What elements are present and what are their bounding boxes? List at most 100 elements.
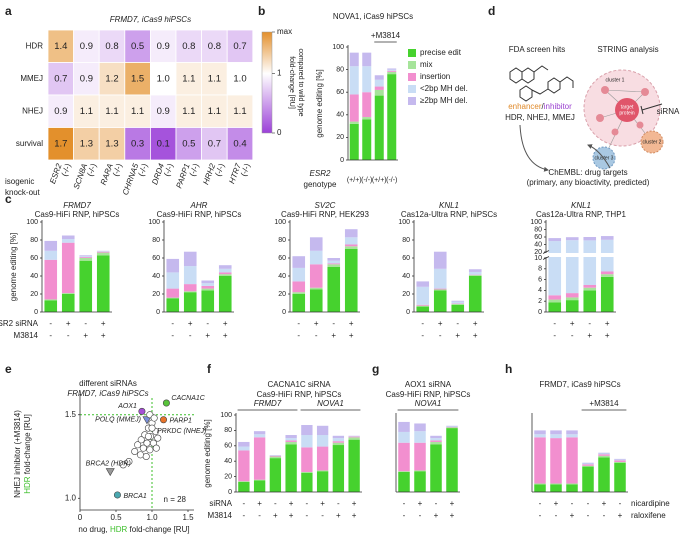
cell-label: 1.1 — [208, 106, 221, 117]
bar-segment — [446, 427, 458, 429]
bar-segment — [79, 258, 93, 261]
condition-value: - — [297, 319, 300, 328]
cell-label: 0.5 — [131, 41, 144, 52]
bar-segment — [600, 274, 614, 277]
condition-value: - — [588, 319, 591, 328]
bar-segment — [582, 466, 594, 492]
y-tick-label: 40 — [278, 273, 286, 280]
condition-value: + — [101, 319, 106, 328]
y-tick-label: 20 — [534, 249, 542, 256]
axis-break — [542, 253, 618, 257]
chart-title: KNL1 — [571, 201, 591, 210]
bar-segment — [349, 66, 359, 95]
legend-label: mix — [420, 60, 432, 69]
panel-letter: d — [488, 4, 495, 18]
chart-title: FRMD7, iCas9 hiPSCs — [539, 380, 620, 389]
bar-segment — [44, 259, 58, 300]
bar-segment — [430, 441, 442, 445]
legend-swatch — [408, 49, 416, 57]
y-tick-label: 80 — [402, 237, 410, 244]
bar-segment — [344, 237, 358, 245]
bar-segment — [614, 461, 626, 463]
y-tick-label: 1.5 — [65, 410, 77, 419]
x-tick-label: 1.0 — [146, 513, 158, 522]
bar-segment — [238, 441, 250, 447]
heatmap-cell — [124, 29, 151, 63]
cluster-label: cluster 2 — [643, 139, 662, 145]
bar-segment — [301, 435, 313, 448]
bar-segment — [201, 283, 215, 286]
cell-label: 1.4 — [54, 41, 67, 52]
y-tick-label: 40 — [224, 458, 232, 465]
bar-segment — [238, 446, 250, 451]
y-tick-label: 40 — [534, 241, 542, 248]
molecules — [509, 65, 574, 102]
y-tick-label: 0 — [538, 309, 542, 316]
y-tick-label: 100 — [274, 219, 286, 226]
target-node — [615, 98, 639, 122]
y-tick-label: 8 — [538, 266, 542, 273]
condition-value: + — [455, 331, 460, 340]
x-tick-label: (-/-) — [386, 177, 397, 184]
column-suffix: (-/-) — [188, 162, 201, 177]
bar-segment — [218, 272, 232, 275]
condition-value: - — [67, 331, 70, 340]
bar-segment — [316, 435, 329, 447]
cell-label: 1.1 — [105, 106, 118, 117]
x-axis-label-part: HDR — [110, 525, 128, 534]
heatmap-cell — [201, 94, 228, 128]
condition-value: + — [554, 499, 559, 508]
legend-label: <2bp MH del. — [420, 84, 468, 93]
heatmap-cell — [47, 62, 75, 96]
bar-segment — [285, 444, 297, 492]
y-tick-label: 0 — [156, 309, 160, 316]
bar-segment — [414, 471, 426, 492]
bracket-label: NOVA1 — [415, 399, 442, 408]
bar-segment — [398, 442, 410, 472]
point — [138, 407, 146, 415]
heatmap-cell — [124, 62, 151, 96]
condition-value: - — [421, 319, 424, 328]
bar-segment — [374, 75, 384, 80]
condition-value: + — [289, 499, 294, 508]
point — [148, 424, 156, 432]
bar-segment — [285, 438, 297, 441]
y-tick-label: 100 — [220, 412, 232, 419]
x-tick-label: (+/+) — [372, 177, 387, 184]
bar-segment — [398, 431, 410, 443]
condition-value: + — [83, 331, 88, 340]
cell-label: 1.0 — [233, 73, 246, 84]
bar-segment — [348, 439, 360, 492]
bar-segment — [201, 285, 215, 289]
condition-value: - — [603, 511, 606, 520]
bar-segment — [301, 447, 313, 472]
cell-label: 1.1 — [182, 73, 195, 84]
chart-title: SV2C — [315, 201, 336, 210]
bar-segment — [468, 269, 482, 272]
chart-subtitle: Cas9-HiFi RNP, hiPSCs — [257, 390, 342, 399]
y-tick-label: 60 — [336, 89, 344, 96]
panel-letter: b — [258, 4, 265, 18]
y-axis-label: genome editing [%] — [9, 233, 18, 302]
condition-label: nicardipine — [631, 499, 670, 508]
condition-value: + — [352, 499, 357, 508]
y-tick-label: 10 — [534, 255, 542, 262]
cell-label: 0.8 — [105, 41, 118, 52]
condition-value: + — [473, 331, 478, 340]
condition-value: + — [223, 331, 228, 340]
y-tick-label: 40 — [152, 273, 160, 280]
y-tick-label: 0 — [34, 309, 38, 316]
chart-subtitle: Cas9-HiFi RNP, hiPSCs — [386, 390, 471, 399]
bar-segment — [218, 274, 232, 276]
condition-value: + — [257, 499, 262, 508]
bar-segment — [349, 123, 359, 160]
cell-label: 1.0 — [157, 73, 170, 84]
y-tick-label: 20 — [224, 473, 232, 480]
bar-segment — [309, 287, 323, 290]
bar-segment — [387, 74, 397, 160]
modifier-label: enhancer/inhibitor — [508, 102, 572, 111]
bar-segment — [316, 470, 329, 472]
condition-value: - — [315, 331, 318, 340]
column-label: SCN8A — [72, 162, 90, 190]
panel-letter: a — [5, 4, 12, 18]
